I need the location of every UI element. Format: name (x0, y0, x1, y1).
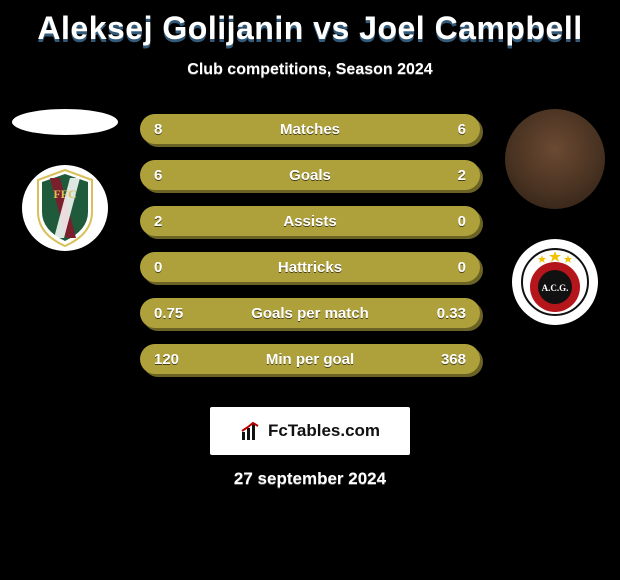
player-face-icon (505, 109, 605, 209)
stat-bar: 0.75 Goals per match 0.33 (140, 298, 480, 328)
stat-bar: 8 Matches 6 (140, 114, 480, 144)
chart-icon (240, 420, 262, 442)
player-avatar-placeholder (12, 109, 118, 135)
stat-label: Min per goal (140, 351, 480, 368)
stat-bar: 0 Hattricks 0 (140, 252, 480, 282)
comparison-date: 27 september 2024 (0, 469, 620, 489)
stat-label: Goals (140, 167, 480, 184)
stat-bar: 2 Assists 0 (140, 206, 480, 236)
page-subtitle: Club competitions, Season 2024 (0, 61, 620, 79)
stat-label: Matches (140, 121, 480, 138)
left-player-column: FFC (10, 109, 120, 251)
player-avatar (505, 109, 605, 209)
page-title: Aleksej Golijanin vs Joel Campbell (0, 10, 620, 47)
stat-right-value: 0 (458, 213, 466, 230)
stat-bars: 8 Matches 6 6 Goals 2 2 Assists 0 0 Hatt… (140, 114, 480, 374)
stat-right-value: 0 (458, 259, 466, 276)
right-club-badge: A.C.G. (512, 239, 598, 325)
stat-right-value: 2 (458, 167, 466, 184)
comparison-card: Aleksej Golijanin vs Joel Campbell Club … (0, 0, 620, 580)
stat-bar: 120 Min per goal 368 (140, 344, 480, 374)
stat-bar: 6 Goals 2 (140, 160, 480, 190)
fluminense-crest-icon: FFC (30, 168, 100, 248)
stat-right-value: 368 (441, 351, 466, 368)
svg-text:A.C.G.: A.C.G. (542, 283, 569, 293)
right-player-column: A.C.G. (500, 109, 610, 325)
stat-label: Hattricks (140, 259, 480, 276)
left-club-badge: FFC (22, 165, 108, 251)
acg-crest-icon: A.C.G. (520, 247, 590, 317)
branding-label: FcTables.com (268, 421, 380, 441)
stat-label: Goals per match (140, 305, 480, 322)
stat-label: Assists (140, 213, 480, 230)
svg-text:FFC: FFC (53, 187, 76, 201)
branding-badge[interactable]: FcTables.com (210, 407, 410, 455)
stat-right-value: 6 (458, 121, 466, 138)
comparison-body: FFC A.C.G. 8 (0, 109, 620, 389)
stat-right-value: 0.33 (437, 305, 466, 322)
